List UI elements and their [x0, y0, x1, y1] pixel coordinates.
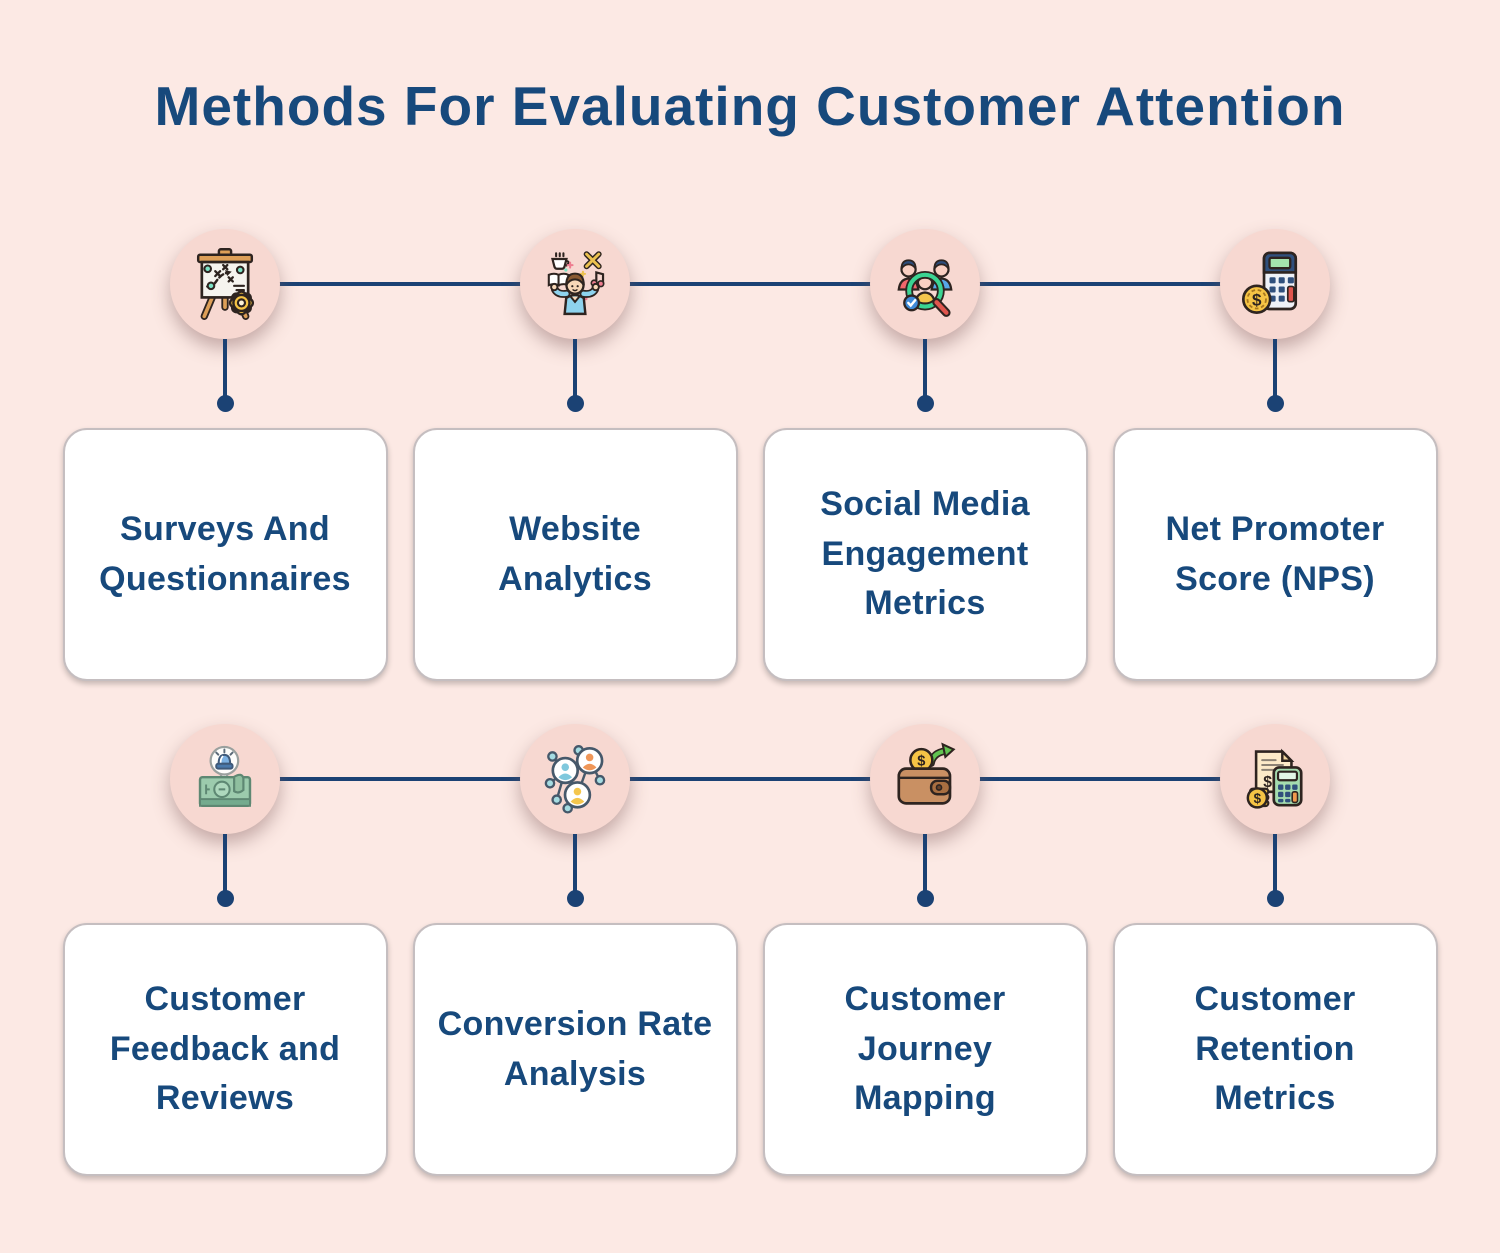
method-label: Customer Feedback and Reviews — [109, 979, 341, 1118]
method-item-retention: $ — [1112, 724, 1438, 1176]
connector-stem — [1273, 834, 1277, 892]
connector-dot — [216, 890, 234, 907]
icon-badge: $ — [1220, 724, 1330, 834]
method-card: Website Analytics — [412, 428, 738, 681]
method-item-surveys: Surveys And Questionnaires — [62, 229, 388, 681]
method-item-nps: $ Net Promoter Score (NPS) — [1112, 229, 1438, 681]
method-label: Customer Journey Mapping — [844, 979, 1006, 1118]
connector-dot — [566, 890, 584, 907]
icon-badge — [170, 724, 280, 834]
method-card: Conversion Rate Analysis — [412, 923, 738, 1176]
connector-stem — [223, 339, 227, 397]
connector-stem — [223, 834, 227, 892]
connector-stem — [573, 834, 577, 892]
method-label: Customer Retention Metrics — [1194, 979, 1356, 1118]
connector-stem — [573, 339, 577, 397]
method-label: Surveys And Questionnaires — [99, 509, 351, 598]
svg-text:$: $ — [1263, 774, 1272, 791]
svg-text:$: $ — [1254, 791, 1262, 806]
connector-stem — [1273, 339, 1277, 397]
person-interests-icon — [547, 251, 605, 316]
method-item-journey: $ Customer Journey Mapping — [762, 724, 1088, 1176]
method-label: Conversion Rate Analysis — [437, 1004, 713, 1093]
connector-stem — [923, 339, 927, 397]
feedback-money-icon — [198, 745, 252, 808]
methods-row-2: Customer Feedback and Reviews — [62, 724, 1438, 1176]
wallet-coin-arrow-icon: $ — [897, 742, 956, 805]
method-label: Social Media Engagement Metrics — [820, 484, 1030, 623]
connector-dot — [1266, 395, 1284, 412]
method-label: Net Promoter Score (NPS) — [1165, 509, 1385, 598]
method-card: Customer Retention Metrics — [1112, 923, 1438, 1176]
method-card: Social Media Engagement Metrics — [762, 428, 1088, 681]
method-item-website-analytics: Website Analytics — [412, 229, 738, 681]
method-label: Website Analytics — [498, 509, 652, 598]
method-item-feedback: Customer Feedback and Reviews — [62, 724, 388, 1176]
method-card: Surveys And Questionnaires — [62, 428, 388, 681]
svg-text:$: $ — [917, 754, 925, 770]
invoice-calculator-coins-icon: $ — [1246, 748, 1303, 809]
connector-dot — [916, 890, 934, 907]
icon-badge — [870, 229, 980, 339]
icon-badge: $ — [870, 724, 980, 834]
connector-dot — [1266, 890, 1284, 907]
connector-dot — [916, 395, 934, 412]
strategy-board-icon — [196, 248, 255, 320]
methods-row-1: Surveys And Questionnaires — [62, 229, 1438, 681]
people-network-icon — [544, 745, 606, 814]
icon-badge — [170, 229, 280, 339]
page-title: Methods For Evaluating Customer Attentio… — [154, 75, 1346, 137]
calculator-coin-icon: $ — [1241, 251, 1298, 314]
horizontal-connector-line — [224, 282, 1276, 286]
method-card: Customer Feedback and Reviews — [62, 923, 388, 1176]
connector-stem — [923, 834, 927, 892]
method-item-conversion: Conversion Rate Analysis — [412, 724, 738, 1176]
icon-badge — [520, 229, 630, 339]
method-card: Net Promoter Score (NPS) — [1112, 428, 1438, 681]
horizontal-connector-line — [224, 777, 1276, 781]
audience-search-icon — [897, 259, 953, 317]
method-card: Customer Journey Mapping — [762, 923, 1088, 1176]
icon-badge — [520, 724, 630, 834]
icon-badge: $ — [1220, 229, 1330, 339]
method-item-social-media: Social Media Engagement Metrics — [762, 229, 1088, 681]
connector-dot — [566, 395, 584, 412]
svg-text:$: $ — [1252, 290, 1262, 309]
connector-dot — [216, 395, 234, 412]
